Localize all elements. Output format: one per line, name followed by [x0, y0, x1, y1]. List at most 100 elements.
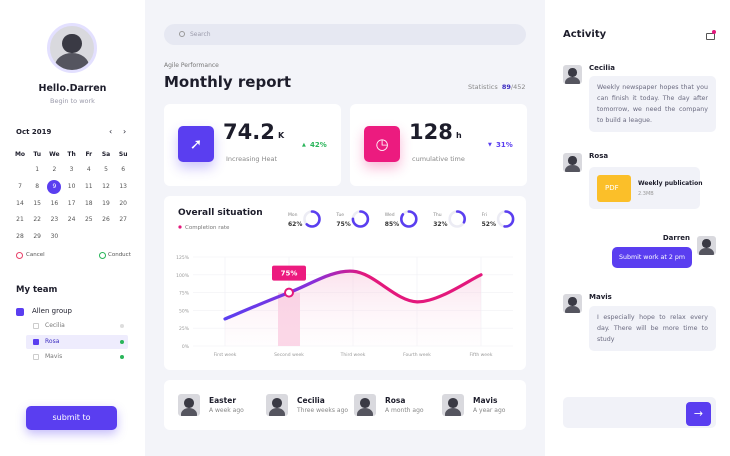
statistics-total: /452: [510, 83, 526, 91]
next-month[interactable]: ›: [123, 127, 127, 136]
search-bar[interactable]: [164, 24, 526, 45]
day[interactable]: 25: [84, 216, 93, 224]
x-tick-label: First week: [214, 352, 237, 358]
person-name: Rosa: [385, 396, 406, 405]
weekday: Su: [118, 151, 128, 158]
day[interactable]: 16: [50, 199, 59, 207]
prev-month[interactable]: ‹: [109, 127, 113, 136]
legend: Completion rate: [185, 225, 230, 231]
conduct[interactable]: Conduct: [108, 252, 131, 258]
day[interactable]: 4: [86, 166, 91, 173]
statistics: Statistics 89/452: [468, 83, 526, 91]
y-tick-label: 0%: [182, 344, 190, 350]
day[interactable]: 15: [33, 199, 41, 207]
x-tick-label: Second week: [274, 352, 304, 358]
day[interactable]: 2: [52, 166, 57, 173]
person-time: A year ago: [473, 407, 506, 414]
weekday: We: [49, 151, 60, 158]
weekday: Mo: [14, 151, 26, 158]
day-name: Wed: [385, 212, 395, 218]
day[interactable]: 22: [33, 216, 41, 224]
member-status: [120, 324, 124, 328]
person-avatar: [442, 394, 464, 416]
member-checkbox[interactable]: [33, 338, 39, 345]
x-tick-label: Fourth week: [403, 352, 431, 358]
day[interactable]: 12: [102, 182, 110, 190]
message-name: Darren: [662, 234, 690, 242]
weekday: Fr: [85, 151, 93, 158]
person-name: Cecilia: [297, 396, 325, 405]
day[interactable]: 23: [50, 216, 59, 224]
day[interactable]: 20: [119, 199, 127, 207]
y-tick-label: 125%: [176, 255, 190, 261]
day[interactable]: 3: [69, 166, 74, 173]
day-percent: 85%: [385, 221, 399, 228]
sidebar: Hello.Darren Begin to work Oct 2019 ‹ › …: [0, 0, 145, 456]
day-percent: 62%: [288, 221, 302, 228]
stat-label: cumulative time: [412, 155, 465, 163]
day[interactable]: 30: [50, 233, 59, 241]
day[interactable]: 17: [67, 199, 76, 207]
search-placeholder[interactable]: Search: [190, 31, 211, 38]
day[interactable]: 1: [35, 166, 40, 173]
stat-value: 74.2: [223, 120, 275, 144]
day[interactable]: 8: [35, 182, 40, 190]
message-name: Mavis: [589, 293, 612, 301]
day[interactable]: 21: [16, 216, 24, 224]
conduct-icon[interactable]: [99, 252, 106, 259]
member-status: [120, 339, 124, 344]
day[interactable]: 29: [33, 233, 41, 241]
page-title: Monthly report: [164, 73, 292, 91]
day[interactable]: 24: [67, 216, 76, 224]
day[interactable]: 27: [119, 216, 127, 224]
calendar-month: Oct 2019: [16, 128, 52, 136]
day[interactable]: 7: [18, 182, 22, 190]
day[interactable]: 11: [84, 182, 93, 190]
chart: Overall situation Completion rate Mon 62%…: [176, 208, 515, 358]
people-card: [164, 380, 526, 430]
day[interactable]: 9: [52, 182, 57, 190]
submit-button[interactable]: submit to: [26, 406, 117, 430]
highlight-point: [284, 287, 294, 298]
day[interactable]: 6: [121, 166, 126, 173]
area: [225, 271, 481, 346]
message-bubble: I especially hope to relax every day. Th…: [589, 306, 716, 351]
day[interactable]: 18: [84, 199, 93, 207]
member-checkbox[interactable]: [33, 354, 39, 360]
day[interactable]: 26: [102, 216, 110, 224]
day[interactable]: 28: [16, 233, 24, 241]
send-button[interactable]: →: [686, 402, 711, 426]
weekday: Sa: [101, 151, 111, 158]
group-checkbox[interactable]: [16, 308, 24, 316]
day-name: Fri: [482, 212, 487, 218]
stat-label: Increasing Heat: [226, 155, 278, 163]
day[interactable]: 19: [102, 199, 110, 207]
stat-arrow: ▼: [488, 142, 492, 148]
day[interactable]: 14: [16, 199, 24, 207]
message-name: Cecilia: [589, 64, 615, 72]
day[interactable]: 13: [119, 182, 127, 190]
day[interactable]: 5: [104, 166, 108, 173]
stat-arrow: ▲: [302, 142, 306, 148]
member-name: Mavis: [45, 353, 63, 360]
line: [223, 269, 483, 321]
mail-icon[interactable]: [706, 33, 715, 40]
message-bubble-own: Submit work at 2 pm: [612, 247, 692, 268]
group-name: Allen group: [32, 307, 72, 315]
stat-change: 31%: [496, 141, 513, 149]
message-avatar: [563, 153, 582, 172]
member-checkbox[interactable]: [33, 323, 39, 329]
person-avatar: [266, 394, 288, 416]
day-percent: 32%: [433, 221, 447, 228]
day[interactable]: 10: [67, 182, 76, 190]
file-size: 2.3MB: [638, 191, 654, 197]
cancel-icon[interactable]: [16, 252, 23, 259]
mail-badge: [712, 30, 716, 34]
ring: [448, 210, 467, 228]
selected-day: [47, 179, 62, 194]
member-status: [120, 355, 124, 359]
avatar: [47, 23, 97, 73]
message-avatar: [563, 294, 582, 313]
cancel[interactable]: Cancel: [26, 252, 45, 258]
